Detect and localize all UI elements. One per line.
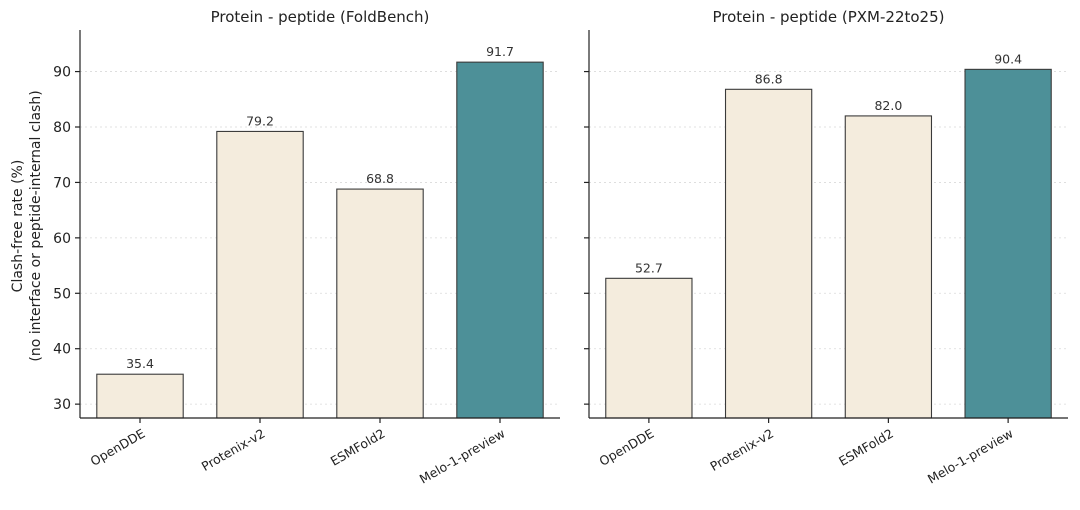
bar-foldbench-esmfold2 bbox=[336, 188, 424, 419]
data-label-foldbench-melo-1-preview: 91.7 bbox=[486, 44, 514, 59]
bar-pxm-protenix-v2 bbox=[724, 88, 813, 419]
y-tick-label-50: 50 bbox=[53, 286, 71, 302]
y-axis-label-line-1: Clash-free rate (%) bbox=[10, 160, 26, 293]
data-label-pxm-protenix-v2: 86.8 bbox=[755, 71, 783, 86]
y-tick-label-60: 60 bbox=[53, 231, 71, 247]
y-tick-label-90: 90 bbox=[53, 65, 71, 81]
x-tick-label-foldbench-esmfold2: ESMFold2 bbox=[328, 426, 388, 469]
panel-pxm: Protein - peptide (PXM-22to25) 52.7 OpenDD… bbox=[584, 8, 1068, 487]
bar-foldbench-opendde bbox=[96, 373, 184, 419]
bar-foldbench-protenix-v2 bbox=[216, 130, 304, 419]
x-tick-label-foldbench-opendde: OpenDDE bbox=[88, 426, 148, 469]
bar-foldbench-melo-1-preview bbox=[456, 61, 544, 419]
data-label-pxm-opendde: 52.7 bbox=[635, 260, 663, 275]
y-tick-label-40: 40 bbox=[53, 342, 71, 358]
chart-title-pxm: Protein - peptide (PXM-22to25) bbox=[713, 8, 945, 26]
y-tick-label-70: 70 bbox=[53, 175, 71, 191]
x-tick-label-foldbench-protenix-v2: Protenix-v2 bbox=[199, 426, 268, 474]
data-label-pxm-melo-1-preview: 90.4 bbox=[994, 51, 1022, 66]
data-label-foldbench-opendde: 35.4 bbox=[126, 356, 154, 371]
bar-pxm-esmfold2 bbox=[844, 115, 933, 419]
data-label-pxm-esmfold2: 82.0 bbox=[874, 98, 902, 113]
y-tick-label-30: 30 bbox=[53, 397, 71, 413]
x-tick-label-pxm-melo-1-preview: Melo-1-preview bbox=[925, 426, 1016, 487]
data-label-foldbench-protenix-v2: 79.2 bbox=[246, 113, 274, 128]
y-tick-label-80: 80 bbox=[53, 120, 71, 136]
bar-pxm-melo-1-preview bbox=[964, 68, 1052, 419]
y-axis-label-line-2: (no interface or peptide-internal clash) bbox=[28, 90, 44, 361]
x-tick-label-foldbench-melo-1-preview: Melo-1-preview bbox=[417, 426, 508, 487]
x-tick-label-pxm-opendde: OpenDDE bbox=[596, 426, 656, 469]
x-tick-label-pxm-esmfold2: ESMFold2 bbox=[836, 426, 896, 469]
data-label-foldbench-esmfold2: 68.8 bbox=[366, 171, 394, 186]
panel-foldbench: Protein - peptide (FoldBench) 30 40 50 60 70 8… bbox=[53, 8, 560, 487]
x-tick-label-pxm-protenix-v2: Protenix-v2 bbox=[707, 426, 776, 474]
chart-title-foldbench: Protein - peptide (FoldBench) bbox=[211, 8, 430, 26]
bar-pxm-opendde bbox=[605, 277, 693, 419]
